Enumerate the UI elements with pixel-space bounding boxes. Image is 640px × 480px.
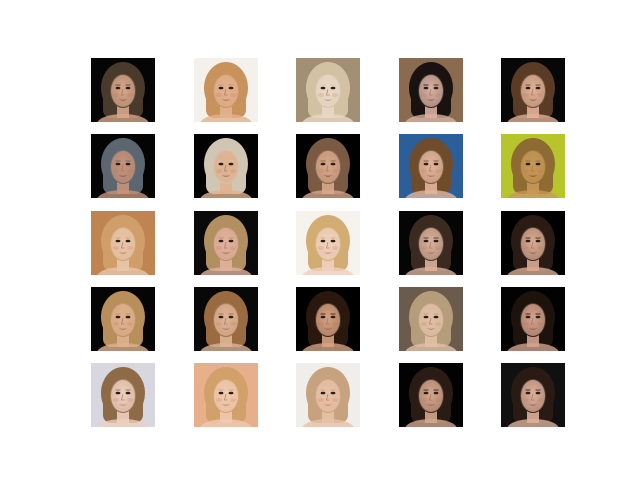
- face-image: [194, 58, 258, 122]
- face-image: [91, 58, 155, 122]
- generated-face-grid: [91, 58, 565, 427]
- face-image: [501, 58, 565, 122]
- face-tile: [91, 211, 155, 275]
- face-image: [194, 134, 258, 198]
- face-tile: [399, 363, 463, 427]
- face-tile: [91, 58, 155, 122]
- face-tile: [399, 58, 463, 122]
- face-tile: [399, 287, 463, 351]
- face-image: [501, 363, 565, 427]
- face-tile: [91, 363, 155, 427]
- face-image: [91, 134, 155, 198]
- face-image: [399, 58, 463, 122]
- face-image: [501, 134, 565, 198]
- face-image: [91, 287, 155, 351]
- face-tile: [194, 134, 258, 198]
- face-tile: [194, 211, 258, 275]
- face-tile: [296, 134, 360, 198]
- face-tile: [296, 211, 360, 275]
- face-tile: [194, 287, 258, 351]
- face-image: [91, 211, 155, 275]
- face-tile: [296, 287, 360, 351]
- face-tile: [399, 134, 463, 198]
- face-image: [399, 134, 463, 198]
- face-image: [194, 363, 258, 427]
- face-image: [194, 211, 258, 275]
- face-image: [296, 58, 360, 122]
- face-image: [399, 287, 463, 351]
- face-image: [501, 287, 565, 351]
- face-image: [296, 287, 360, 351]
- face-tile: [501, 211, 565, 275]
- face-image: [501, 211, 565, 275]
- face-tile: [91, 287, 155, 351]
- face-image: [296, 363, 360, 427]
- face-tile: [501, 58, 565, 122]
- face-tile: [501, 287, 565, 351]
- face-image: [91, 363, 155, 427]
- face-image: [296, 134, 360, 198]
- face-tile: [296, 58, 360, 122]
- face-tile: [91, 134, 155, 198]
- face-tile: [194, 363, 258, 427]
- face-image: [194, 287, 258, 351]
- face-tile: [399, 211, 463, 275]
- face-tile: [501, 134, 565, 198]
- face-tile: [501, 363, 565, 427]
- face-image: [399, 363, 463, 427]
- face-image: [399, 211, 463, 275]
- face-tile: [296, 363, 360, 427]
- face-image: [296, 211, 360, 275]
- face-tile: [194, 58, 258, 122]
